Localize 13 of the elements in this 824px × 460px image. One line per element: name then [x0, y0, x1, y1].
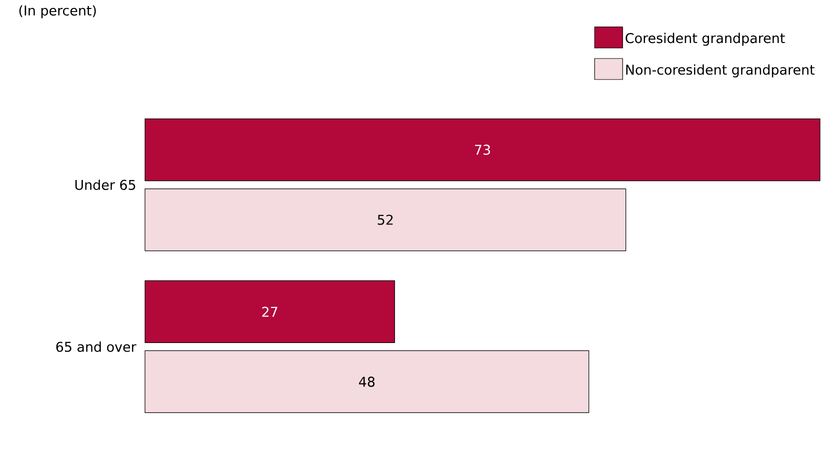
bar	[144, 118, 820, 182]
legend-label: Non-coresident grandparent	[626, 64, 815, 78]
data-label: 52	[378, 214, 393, 225]
data-label: 73	[475, 144, 490, 155]
y-tick-label: Under 65	[75, 180, 136, 190]
chart-subtitle: (In percent)	[19, 5, 96, 18]
bar	[144, 280, 395, 344]
data-label: 48	[359, 376, 375, 387]
legend-label: Coresident grandparent	[626, 32, 785, 46]
data-label: 27	[262, 306, 278, 317]
y-tick-label: 65 and over	[56, 342, 136, 352]
bar	[144, 350, 590, 414]
bar	[144, 188, 626, 252]
